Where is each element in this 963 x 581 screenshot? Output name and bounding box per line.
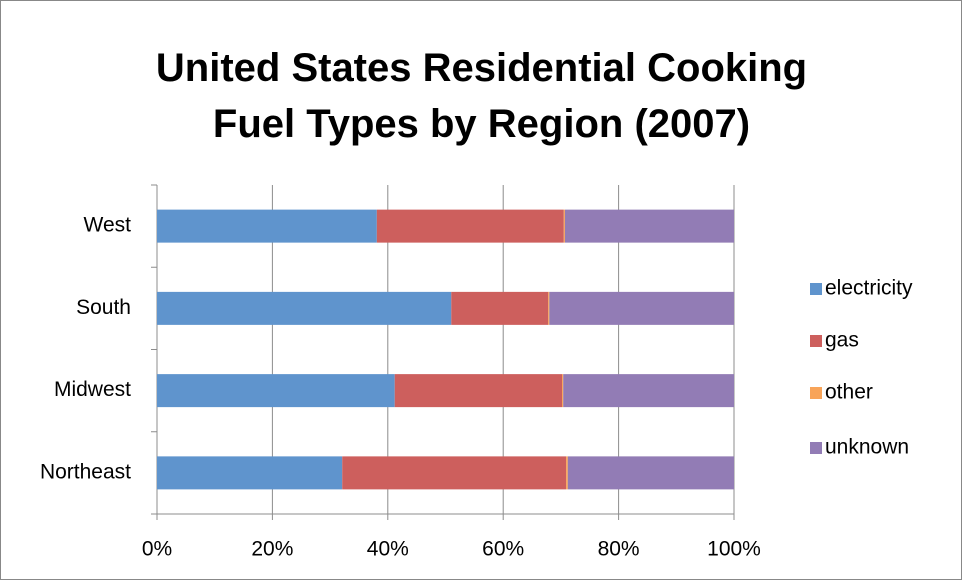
- bar-segment: [567, 456, 734, 490]
- legend-label: gas: [825, 329, 859, 352]
- x-tick-label: 20%: [251, 538, 293, 561]
- bar-segment: [157, 374, 395, 408]
- title-box: United States Residential Cooking Fuel T…: [0, 40, 963, 152]
- bar-segment: [157, 209, 377, 243]
- y-tick-label: South: [76, 296, 131, 319]
- legend-swatch: [810, 387, 822, 399]
- legend-label: unknown: [825, 436, 909, 459]
- bar-segment: [549, 291, 734, 325]
- chart-title: United States Residential Cooking Fuel T…: [155, 46, 808, 146]
- bar-segment: [342, 456, 567, 490]
- bar-segment: [376, 209, 564, 243]
- bar-segment: [564, 209, 734, 243]
- bar-segment: [566, 456, 568, 490]
- y-tick-label: Northeast: [40, 460, 131, 483]
- legend-swatch: [810, 335, 822, 347]
- bar-segment: [563, 374, 734, 408]
- bar-segment: [562, 374, 564, 408]
- bar-segment: [548, 291, 550, 325]
- legend-swatch: [810, 283, 822, 295]
- y-tick-label: West: [84, 214, 132, 237]
- bar-segment: [157, 456, 343, 490]
- legend-label: electricity: [825, 277, 913, 300]
- bar-segment: [451, 291, 549, 325]
- x-tick-label: 100%: [707, 538, 761, 561]
- x-tick-label: 40%: [367, 538, 409, 561]
- x-tick-label: 80%: [598, 538, 640, 561]
- legend-swatch: [810, 442, 822, 454]
- bar-segment: [563, 209, 565, 243]
- x-tick-label: 0%: [142, 538, 172, 561]
- legend-label: other: [825, 381, 873, 404]
- x-tick-label: 60%: [482, 538, 524, 561]
- y-tick-label: Midwest: [54, 378, 131, 401]
- bar-segment: [157, 291, 452, 325]
- bar-segment: [394, 374, 563, 408]
